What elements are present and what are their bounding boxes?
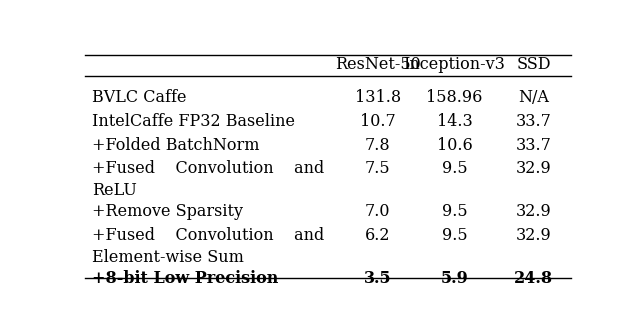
Text: 10.6: 10.6 <box>436 137 472 154</box>
Text: 9.5: 9.5 <box>442 160 467 177</box>
Text: 7.5: 7.5 <box>365 160 390 177</box>
Text: +8-bit Low Precision: +8-bit Low Precision <box>92 270 279 287</box>
Text: Element-wise Sum: Element-wise Sum <box>92 249 244 266</box>
Text: Inception-v3: Inception-v3 <box>404 56 506 72</box>
Text: +Fused    Convolution    and: +Fused Convolution and <box>92 160 324 177</box>
Text: ReLU: ReLU <box>92 182 137 199</box>
Text: 9.5: 9.5 <box>442 203 467 220</box>
Text: 33.7: 33.7 <box>516 137 552 154</box>
Text: 7.0: 7.0 <box>365 203 390 220</box>
Text: +Fused    Convolution    and: +Fused Convolution and <box>92 227 324 244</box>
Text: 33.7: 33.7 <box>516 113 552 130</box>
Text: ResNet-50: ResNet-50 <box>335 56 420 72</box>
Text: 9.5: 9.5 <box>442 227 467 244</box>
Text: 24.8: 24.8 <box>515 270 554 287</box>
Text: 32.9: 32.9 <box>516 160 552 177</box>
Text: 14.3: 14.3 <box>436 113 472 130</box>
Text: N/A: N/A <box>518 89 549 107</box>
Text: 6.2: 6.2 <box>365 227 390 244</box>
Text: +Folded BatchNorm: +Folded BatchNorm <box>92 137 260 154</box>
Text: 32.9: 32.9 <box>516 203 552 220</box>
Text: 158.96: 158.96 <box>426 89 483 107</box>
Text: 5.9: 5.9 <box>440 270 468 287</box>
Text: +Remove Sparsity: +Remove Sparsity <box>92 203 243 220</box>
Text: 32.9: 32.9 <box>516 227 552 244</box>
Text: 3.5: 3.5 <box>364 270 392 287</box>
Text: SSD: SSD <box>516 56 551 72</box>
Text: IntelCaffe FP32 Baseline: IntelCaffe FP32 Baseline <box>92 113 296 130</box>
Text: 7.8: 7.8 <box>365 137 390 154</box>
Text: BVLC Caffe: BVLC Caffe <box>92 89 187 107</box>
Text: 131.8: 131.8 <box>355 89 401 107</box>
Text: 10.7: 10.7 <box>360 113 396 130</box>
